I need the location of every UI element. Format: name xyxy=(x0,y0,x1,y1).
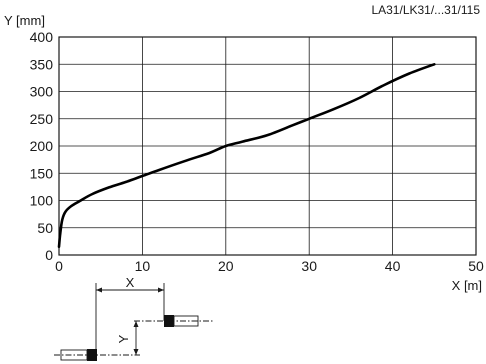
y-tick-label: 300 xyxy=(30,84,54,100)
y-tick-label: 0 xyxy=(45,247,53,263)
x-tick-label: 0 xyxy=(55,258,63,274)
mounting-diagram: X Y xyxy=(54,275,214,361)
x-tick-label: 20 xyxy=(218,258,234,274)
grid xyxy=(59,37,476,255)
upper-sensor-lens xyxy=(164,315,174,327)
y-axis-title: Y [mm] xyxy=(4,13,45,28)
lower-sensor-lens xyxy=(87,349,97,361)
x-tick-label: 10 xyxy=(135,258,151,274)
series-line-1 xyxy=(57,63,436,249)
y-tick-label: 200 xyxy=(30,138,54,154)
y-dimension-label: Y xyxy=(116,334,131,343)
y-tick-label: 50 xyxy=(37,220,53,236)
x-axis-title: X [m] xyxy=(452,278,482,293)
x-tick-label: 30 xyxy=(301,258,317,274)
x-tick-label: 50 xyxy=(468,258,484,274)
y-tick-label: 100 xyxy=(30,193,54,209)
upper-sensor-body xyxy=(173,315,199,327)
x-tick-label: 40 xyxy=(385,258,401,274)
reference-label: LA31/LK31/...31/115 xyxy=(371,3,480,17)
y-tick-label: 400 xyxy=(30,29,54,45)
lower-sensor-body xyxy=(60,349,88,361)
y-tick-label: 150 xyxy=(30,165,54,181)
y-tick-label: 250 xyxy=(30,111,54,127)
y-tick-label: 350 xyxy=(30,56,54,72)
x-dimension-label: X xyxy=(126,275,135,290)
plot-frame xyxy=(58,36,477,256)
tick-labels: 0 10 20 30 40 50 0 50 100 150 200 250 300 350 400 xyxy=(30,29,484,274)
